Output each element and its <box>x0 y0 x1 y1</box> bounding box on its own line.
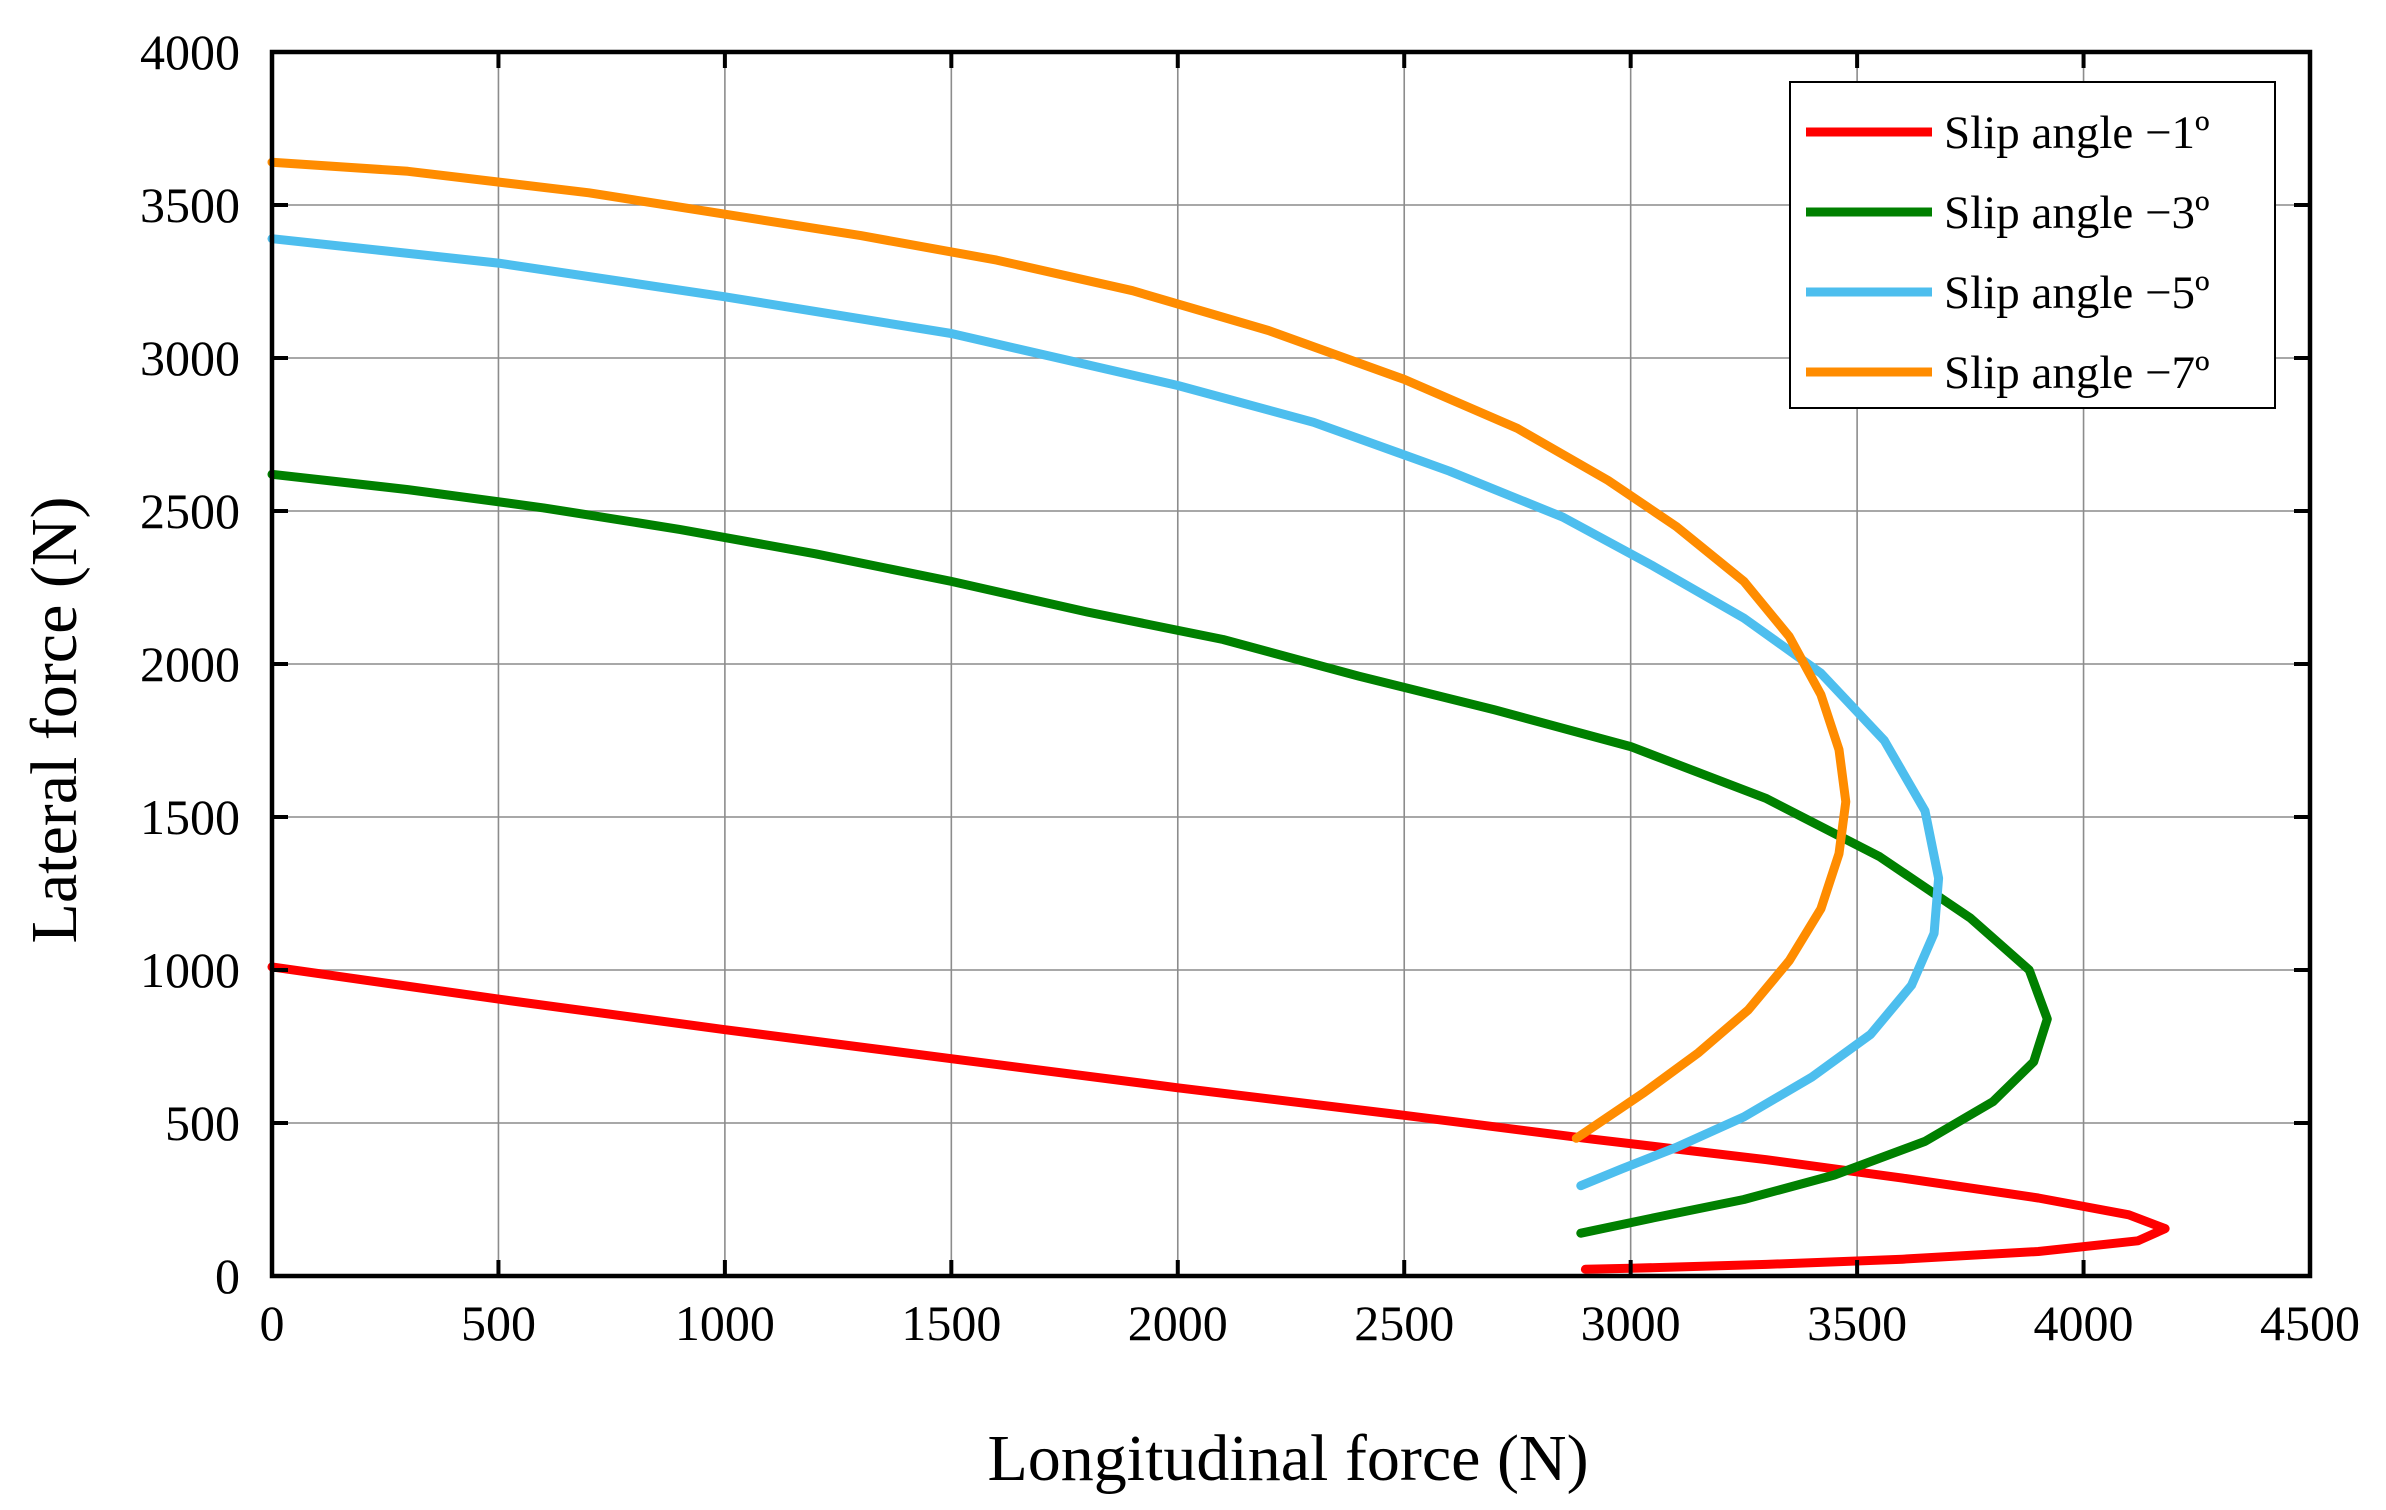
x-tick-label: 1000 <box>675 1295 775 1351</box>
series-line-3 <box>267 234 1944 1191</box>
y-tick-label: 500 <box>165 1095 240 1151</box>
series-line-4 <box>267 157 1851 1143</box>
legend-items: Slip angle −1º Slip angle −3º Slip angle −… <box>1806 107 2210 399</box>
y-tick-label: 1500 <box>140 789 240 845</box>
legend-label-4: Slip angle −7º <box>1944 347 2210 399</box>
y-tick-label: 3000 <box>140 330 240 386</box>
x-axis-title: Longitudinal force (N) <box>987 1422 1588 1495</box>
legend-label-2: Slip angle −3º <box>1944 187 2210 239</box>
series-layer <box>267 157 2170 1274</box>
series-line-2 <box>267 469 2052 1238</box>
y-tick-label: 1000 <box>140 942 240 998</box>
x-tick-label: 2500 <box>1354 1295 1454 1351</box>
x-tick-label: 3500 <box>1807 1295 1907 1351</box>
y-tick-label: 3500 <box>140 177 240 233</box>
x-tick-label: 4000 <box>2034 1295 2134 1351</box>
tick-label-layer: 0 500 1000 1500 2000 2500 3000 3500 4000 4500 0 500… <box>140 24 2360 1351</box>
x-tick-label: 4500 <box>2260 1295 2360 1351</box>
y-tick-label: 2500 <box>140 483 240 539</box>
y-tick-label: 2000 <box>140 636 240 692</box>
x-tick-label: 500 <box>461 1295 536 1351</box>
y-axis-title: Lateral force (N) <box>18 496 91 943</box>
x-tick-label: 0 <box>260 1295 285 1351</box>
tick-layer <box>270 50 2312 1278</box>
x-tick-label: 2000 <box>1128 1295 1228 1351</box>
legend-label-1: Slip angle −1º <box>1944 107 2210 159</box>
series-line-1 <box>267 962 2170 1274</box>
legend: Slip angle −1º Slip angle −3º Slip angle −… <box>1789 81 2276 409</box>
x-tick-label: 3000 <box>1581 1295 1681 1351</box>
x-tick-label: 1500 <box>901 1295 1001 1351</box>
y-tick-label: 0 <box>215 1248 240 1304</box>
y-tick-label: 4000 <box>140 24 240 80</box>
legend-label-3: Slip angle −5º <box>1944 267 2210 319</box>
